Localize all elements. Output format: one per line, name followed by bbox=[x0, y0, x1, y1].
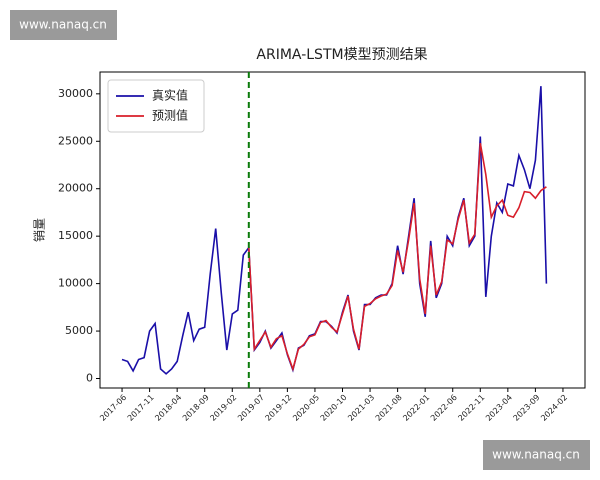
y-tick-label: 30000 bbox=[58, 87, 93, 100]
y-tick-label: 10000 bbox=[58, 277, 93, 290]
watermark: www.nanaq.cn bbox=[492, 448, 580, 462]
legend-box bbox=[107, 79, 205, 133]
legend-label: 真实值 bbox=[152, 88, 188, 103]
legend-label: 预测值 bbox=[152, 108, 188, 123]
watermark: www.nanaq.cn bbox=[19, 18, 107, 32]
y-tick-label: 15000 bbox=[58, 229, 93, 242]
watermark-box bbox=[10, 10, 117, 40]
y-tick-label: 5000 bbox=[65, 324, 93, 337]
watermark-box bbox=[483, 440, 590, 470]
chart-title: ARIMA-LSTM模型预测结果 bbox=[256, 47, 427, 63]
y-tick-label: 20000 bbox=[58, 182, 93, 195]
y-axis-label: 销量 bbox=[33, 218, 47, 242]
y-tick-label: 0 bbox=[86, 372, 93, 385]
y-tick-label: 25000 bbox=[58, 134, 93, 147]
series-line bbox=[248, 143, 547, 372]
